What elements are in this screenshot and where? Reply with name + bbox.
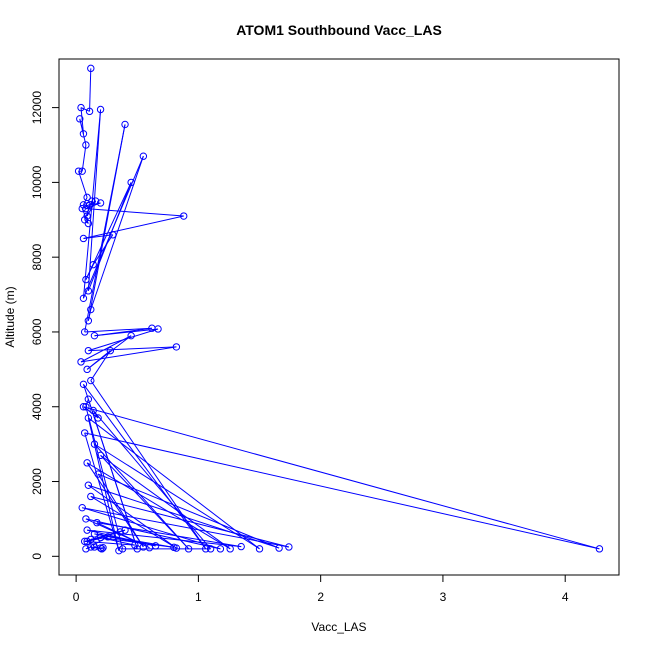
y-axis-label: Altitude (m): [3, 286, 17, 347]
x-tick-label: 2: [317, 590, 324, 604]
x-tick-label: 4: [562, 590, 569, 604]
y-tick-label: 4000: [30, 393, 44, 420]
y-tick-label: 12000: [30, 91, 44, 125]
x-tick-label: 0: [73, 590, 80, 604]
chart-title: ATOM1 Southbound Vacc_LAS: [236, 22, 442, 38]
x-tick-label: 1: [195, 590, 202, 604]
y-tick-label: 10000: [30, 165, 44, 199]
y-tick-label: 6000: [30, 318, 44, 345]
y-tick-label: 2000: [30, 468, 44, 495]
y-tick-label: 8000: [30, 244, 44, 271]
y-tick-label: 0: [30, 553, 44, 560]
x-axis-label: Vacc_LAS: [311, 620, 366, 634]
x-tick-label: 3: [440, 590, 447, 604]
